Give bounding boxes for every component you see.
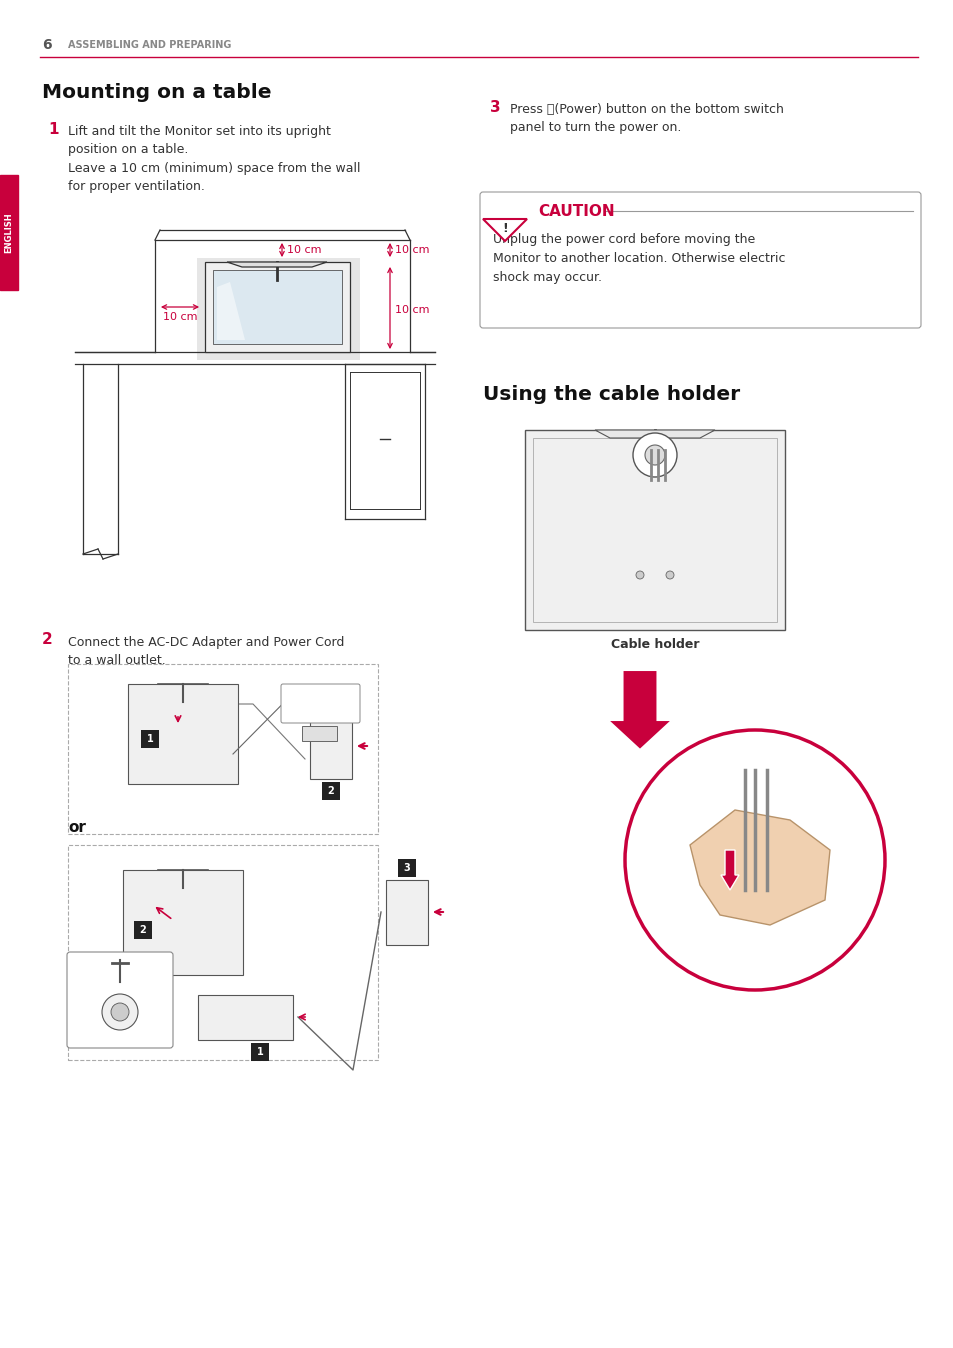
FancyBboxPatch shape xyxy=(281,683,359,723)
Text: Lift and tilt the Monitor set into its upright
position on a table.: Lift and tilt the Monitor set into its u… xyxy=(68,125,331,156)
Bar xyxy=(68,845,377,1060)
Circle shape xyxy=(636,572,643,580)
Text: Leave a 10 cm (minimum) space from the wall
for proper ventilation.: Leave a 10 cm (minimum) space from the w… xyxy=(68,162,360,193)
Bar xyxy=(213,270,341,344)
Text: 電源輸入
DC-IN: 電源輸入 DC-IN xyxy=(110,1026,130,1041)
Text: 10 cm: 10 cm xyxy=(163,311,197,322)
Text: 2: 2 xyxy=(139,925,146,936)
Bar xyxy=(302,727,336,741)
FancyArrow shape xyxy=(720,851,739,890)
Text: Connect the AC-DC Adapter and Power Cord
to a wall outlet.: Connect the AC-DC Adapter and Power Cord… xyxy=(68,636,344,667)
Circle shape xyxy=(665,572,673,580)
Bar xyxy=(205,262,350,352)
Bar xyxy=(310,714,352,779)
Circle shape xyxy=(619,725,889,995)
Text: or: or xyxy=(68,820,86,834)
Text: 2: 2 xyxy=(327,786,334,797)
Circle shape xyxy=(644,445,664,465)
Bar xyxy=(386,880,428,945)
Text: Using the cable holder: Using the cable holder xyxy=(482,384,740,403)
Text: 1: 1 xyxy=(147,735,153,744)
Bar xyxy=(251,1043,269,1061)
Bar xyxy=(68,665,377,834)
Bar xyxy=(133,921,152,940)
Polygon shape xyxy=(216,282,245,340)
Polygon shape xyxy=(227,262,327,267)
Bar xyxy=(397,859,416,878)
Text: 10 cm: 10 cm xyxy=(395,245,429,255)
Text: 1: 1 xyxy=(256,1047,263,1057)
Circle shape xyxy=(633,433,677,477)
FancyBboxPatch shape xyxy=(479,191,920,328)
Text: CAUTION: CAUTION xyxy=(537,204,614,218)
Bar xyxy=(198,995,293,1041)
Bar xyxy=(196,257,359,360)
Text: ASSEMBLING AND PREPARING: ASSEMBLING AND PREPARING xyxy=(68,40,232,50)
Text: 2: 2 xyxy=(42,632,52,647)
Bar xyxy=(0,175,18,290)
Bar xyxy=(141,731,159,748)
FancyArrow shape xyxy=(607,670,672,749)
Text: 3: 3 xyxy=(403,863,410,874)
Text: 10 cm: 10 cm xyxy=(287,245,321,255)
Text: !: ! xyxy=(501,221,507,235)
Polygon shape xyxy=(689,810,829,925)
Text: 3: 3 xyxy=(490,101,500,116)
Text: 10 cm: 10 cm xyxy=(395,305,429,315)
Circle shape xyxy=(111,1003,129,1020)
Text: Cable holder: Cable holder xyxy=(610,639,699,651)
Bar xyxy=(524,430,784,630)
Bar xyxy=(533,438,776,621)
Text: 電源輸入
DC-IN: 電源輸入 DC-IN xyxy=(310,692,330,705)
Text: Unplug the power cord before moving the
Monitor to another location. Otherwise e: Unplug the power cord before moving the … xyxy=(493,233,784,284)
Bar xyxy=(128,683,237,785)
Bar xyxy=(322,782,339,799)
Text: Press ⏻(Power) button on the bottom switch
panel to turn the power on.: Press ⏻(Power) button on the bottom swit… xyxy=(510,102,783,133)
Circle shape xyxy=(102,993,138,1030)
Text: ENGLISH: ENGLISH xyxy=(5,212,13,253)
FancyBboxPatch shape xyxy=(67,952,172,1047)
Text: 6: 6 xyxy=(42,38,51,53)
Bar xyxy=(123,869,243,975)
Polygon shape xyxy=(595,430,714,438)
Polygon shape xyxy=(482,218,526,241)
Text: Mounting on a table: Mounting on a table xyxy=(42,82,272,101)
Text: 1: 1 xyxy=(48,123,58,137)
